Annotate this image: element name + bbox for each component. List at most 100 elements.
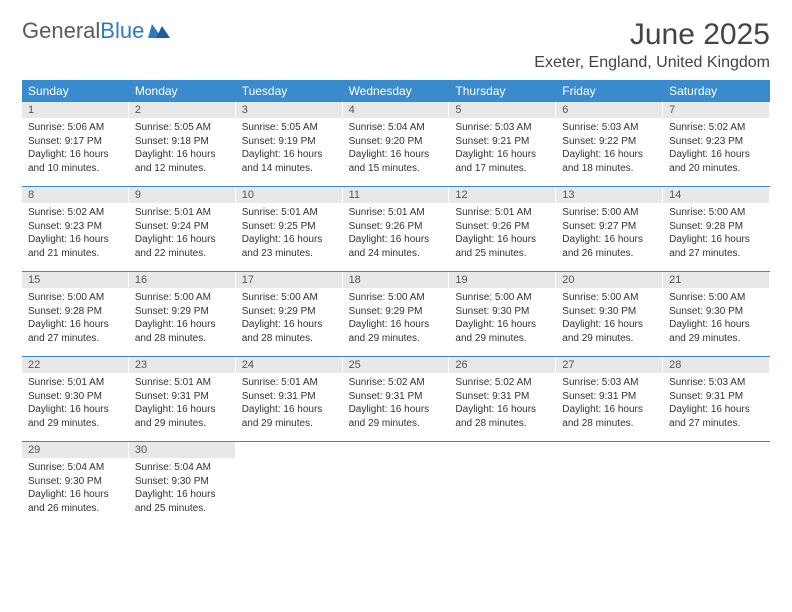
sunrise-line: Sunrise: 5:03 AM [562,376,656,390]
title-block: June 2025 Exeter, England, United Kingdo… [534,18,770,72]
daylight-line: Daylight: 16 hours and 29 minutes. [669,318,763,345]
day-body: Sunrise: 5:00 AMSunset: 9:30 PMDaylight:… [556,288,662,351]
day-number: 6 [556,102,662,118]
day-cell: 12Sunrise: 5:01 AMSunset: 9:26 PMDayligh… [449,187,556,271]
weeks-container: 1Sunrise: 5:06 AMSunset: 9:17 PMDaylight… [22,102,770,526]
sunset-line: Sunset: 9:30 PM [562,305,656,319]
day-cell: 21Sunrise: 5:00 AMSunset: 9:30 PMDayligh… [663,272,770,356]
daylight-line: Daylight: 16 hours and 29 minutes. [135,403,229,430]
week-row: 8Sunrise: 5:02 AMSunset: 9:23 PMDaylight… [22,187,770,272]
day-cell: 13Sunrise: 5:00 AMSunset: 9:27 PMDayligh… [556,187,663,271]
daylight-line: Daylight: 16 hours and 27 minutes. [669,233,763,260]
sunset-line: Sunset: 9:29 PM [242,305,336,319]
sunset-line: Sunset: 9:31 PM [455,390,549,404]
day-cell: 15Sunrise: 5:00 AMSunset: 9:28 PMDayligh… [22,272,129,356]
day-body: Sunrise: 5:04 AMSunset: 9:30 PMDaylight:… [22,458,128,521]
sunset-line: Sunset: 9:19 PM [242,135,336,149]
day-cell: 5Sunrise: 5:03 AMSunset: 9:21 PMDaylight… [449,102,556,186]
sunset-line: Sunset: 9:31 PM [669,390,763,404]
day-body: Sunrise: 5:01 AMSunset: 9:24 PMDaylight:… [129,203,235,266]
day-cell: 4Sunrise: 5:04 AMSunset: 9:20 PMDaylight… [343,102,450,186]
sunset-line: Sunset: 9:26 PM [455,220,549,234]
day-body: Sunrise: 5:04 AMSunset: 9:20 PMDaylight:… [343,118,449,181]
daylight-line: Daylight: 16 hours and 25 minutes. [135,488,229,515]
sunset-line: Sunset: 9:25 PM [242,220,336,234]
logo: GeneralBlue [22,18,170,44]
sunrise-line: Sunrise: 5:01 AM [455,206,549,220]
day-number: 17 [236,272,342,288]
day-number: 28 [663,357,769,373]
day-body: Sunrise: 5:02 AMSunset: 9:23 PMDaylight:… [22,203,128,266]
sunset-line: Sunset: 9:29 PM [135,305,229,319]
day-body: Sunrise: 5:00 AMSunset: 9:27 PMDaylight:… [556,203,662,266]
weekday-header-row: SundayMondayTuesdayWednesdayThursdayFrid… [22,80,770,102]
day-body: Sunrise: 5:01 AMSunset: 9:31 PMDaylight:… [129,373,235,436]
sunset-line: Sunset: 9:30 PM [28,475,122,489]
day-body: Sunrise: 5:06 AMSunset: 9:17 PMDaylight:… [22,118,128,181]
sunset-line: Sunset: 9:30 PM [669,305,763,319]
daylight-line: Daylight: 16 hours and 29 minutes. [562,318,656,345]
day-number: 3 [236,102,342,118]
daylight-line: Daylight: 16 hours and 29 minutes. [349,318,443,345]
sunrise-line: Sunrise: 5:02 AM [669,121,763,135]
day-cell: 16Sunrise: 5:00 AMSunset: 9:29 PMDayligh… [129,272,236,356]
day-body: Sunrise: 5:00 AMSunset: 9:28 PMDaylight:… [663,203,769,266]
sunset-line: Sunset: 9:23 PM [28,220,122,234]
sunrise-line: Sunrise: 5:04 AM [349,121,443,135]
sunrise-line: Sunrise: 5:00 AM [349,291,443,305]
weekday-header: Tuesday [236,80,343,102]
day-body: Sunrise: 5:01 AMSunset: 9:26 PMDaylight:… [343,203,449,266]
sunset-line: Sunset: 9:29 PM [349,305,443,319]
sunset-line: Sunset: 9:28 PM [669,220,763,234]
day-cell: 18Sunrise: 5:00 AMSunset: 9:29 PMDayligh… [343,272,450,356]
daylight-line: Daylight: 16 hours and 29 minutes. [242,403,336,430]
sunset-line: Sunset: 9:31 PM [562,390,656,404]
day-body: Sunrise: 5:00 AMSunset: 9:29 PMDaylight:… [129,288,235,351]
day-cell: 2Sunrise: 5:05 AMSunset: 9:18 PMDaylight… [129,102,236,186]
day-body: Sunrise: 5:01 AMSunset: 9:30 PMDaylight:… [22,373,128,436]
sunrise-line: Sunrise: 5:04 AM [28,461,122,475]
day-cell: 24Sunrise: 5:01 AMSunset: 9:31 PMDayligh… [236,357,343,441]
daylight-line: Daylight: 16 hours and 28 minutes. [135,318,229,345]
day-number: 14 [663,187,769,203]
day-cell: 19Sunrise: 5:00 AMSunset: 9:30 PMDayligh… [449,272,556,356]
day-cell: 20Sunrise: 5:00 AMSunset: 9:30 PMDayligh… [556,272,663,356]
calendar: SundayMondayTuesdayWednesdayThursdayFrid… [22,80,770,526]
sunrise-line: Sunrise: 5:03 AM [455,121,549,135]
day-number: 4 [343,102,449,118]
week-row: 22Sunrise: 5:01 AMSunset: 9:30 PMDayligh… [22,357,770,442]
day-number: 29 [22,442,128,458]
day-number: 7 [663,102,769,118]
day-cell: 14Sunrise: 5:00 AMSunset: 9:28 PMDayligh… [663,187,770,271]
day-number: 13 [556,187,662,203]
daylight-line: Daylight: 16 hours and 26 minutes. [28,488,122,515]
sunset-line: Sunset: 9:31 PM [135,390,229,404]
day-body: Sunrise: 5:00 AMSunset: 9:29 PMDaylight:… [343,288,449,351]
daylight-line: Daylight: 16 hours and 28 minutes. [242,318,336,345]
logo-text-general: General [22,18,100,44]
day-body: Sunrise: 5:00 AMSunset: 9:30 PMDaylight:… [663,288,769,351]
sunrise-line: Sunrise: 5:00 AM [562,206,656,220]
sunrise-line: Sunrise: 5:01 AM [135,206,229,220]
sunrise-line: Sunrise: 5:03 AM [562,121,656,135]
day-number: 16 [129,272,235,288]
weekday-header: Sunday [22,80,129,102]
daylight-line: Daylight: 16 hours and 10 minutes. [28,148,122,175]
day-body: Sunrise: 5:05 AMSunset: 9:18 PMDaylight:… [129,118,235,181]
sunrise-line: Sunrise: 5:00 AM [562,291,656,305]
weekday-header: Saturday [663,80,770,102]
daylight-line: Daylight: 16 hours and 12 minutes. [135,148,229,175]
day-cell: 8Sunrise: 5:02 AMSunset: 9:23 PMDaylight… [22,187,129,271]
daylight-line: Daylight: 16 hours and 29 minutes. [349,403,443,430]
sunset-line: Sunset: 9:17 PM [28,135,122,149]
sunrise-line: Sunrise: 5:01 AM [242,206,336,220]
daylight-line: Daylight: 16 hours and 29 minutes. [28,403,122,430]
day-cell: 1Sunrise: 5:06 AMSunset: 9:17 PMDaylight… [22,102,129,186]
day-cell: 27Sunrise: 5:03 AMSunset: 9:31 PMDayligh… [556,357,663,441]
day-number: 10 [236,187,342,203]
day-cell: 17Sunrise: 5:00 AMSunset: 9:29 PMDayligh… [236,272,343,356]
day-number: 12 [449,187,555,203]
day-body: Sunrise: 5:00 AMSunset: 9:28 PMDaylight:… [22,288,128,351]
day-cell: 10Sunrise: 5:01 AMSunset: 9:25 PMDayligh… [236,187,343,271]
sunrise-line: Sunrise: 5:00 AM [455,291,549,305]
